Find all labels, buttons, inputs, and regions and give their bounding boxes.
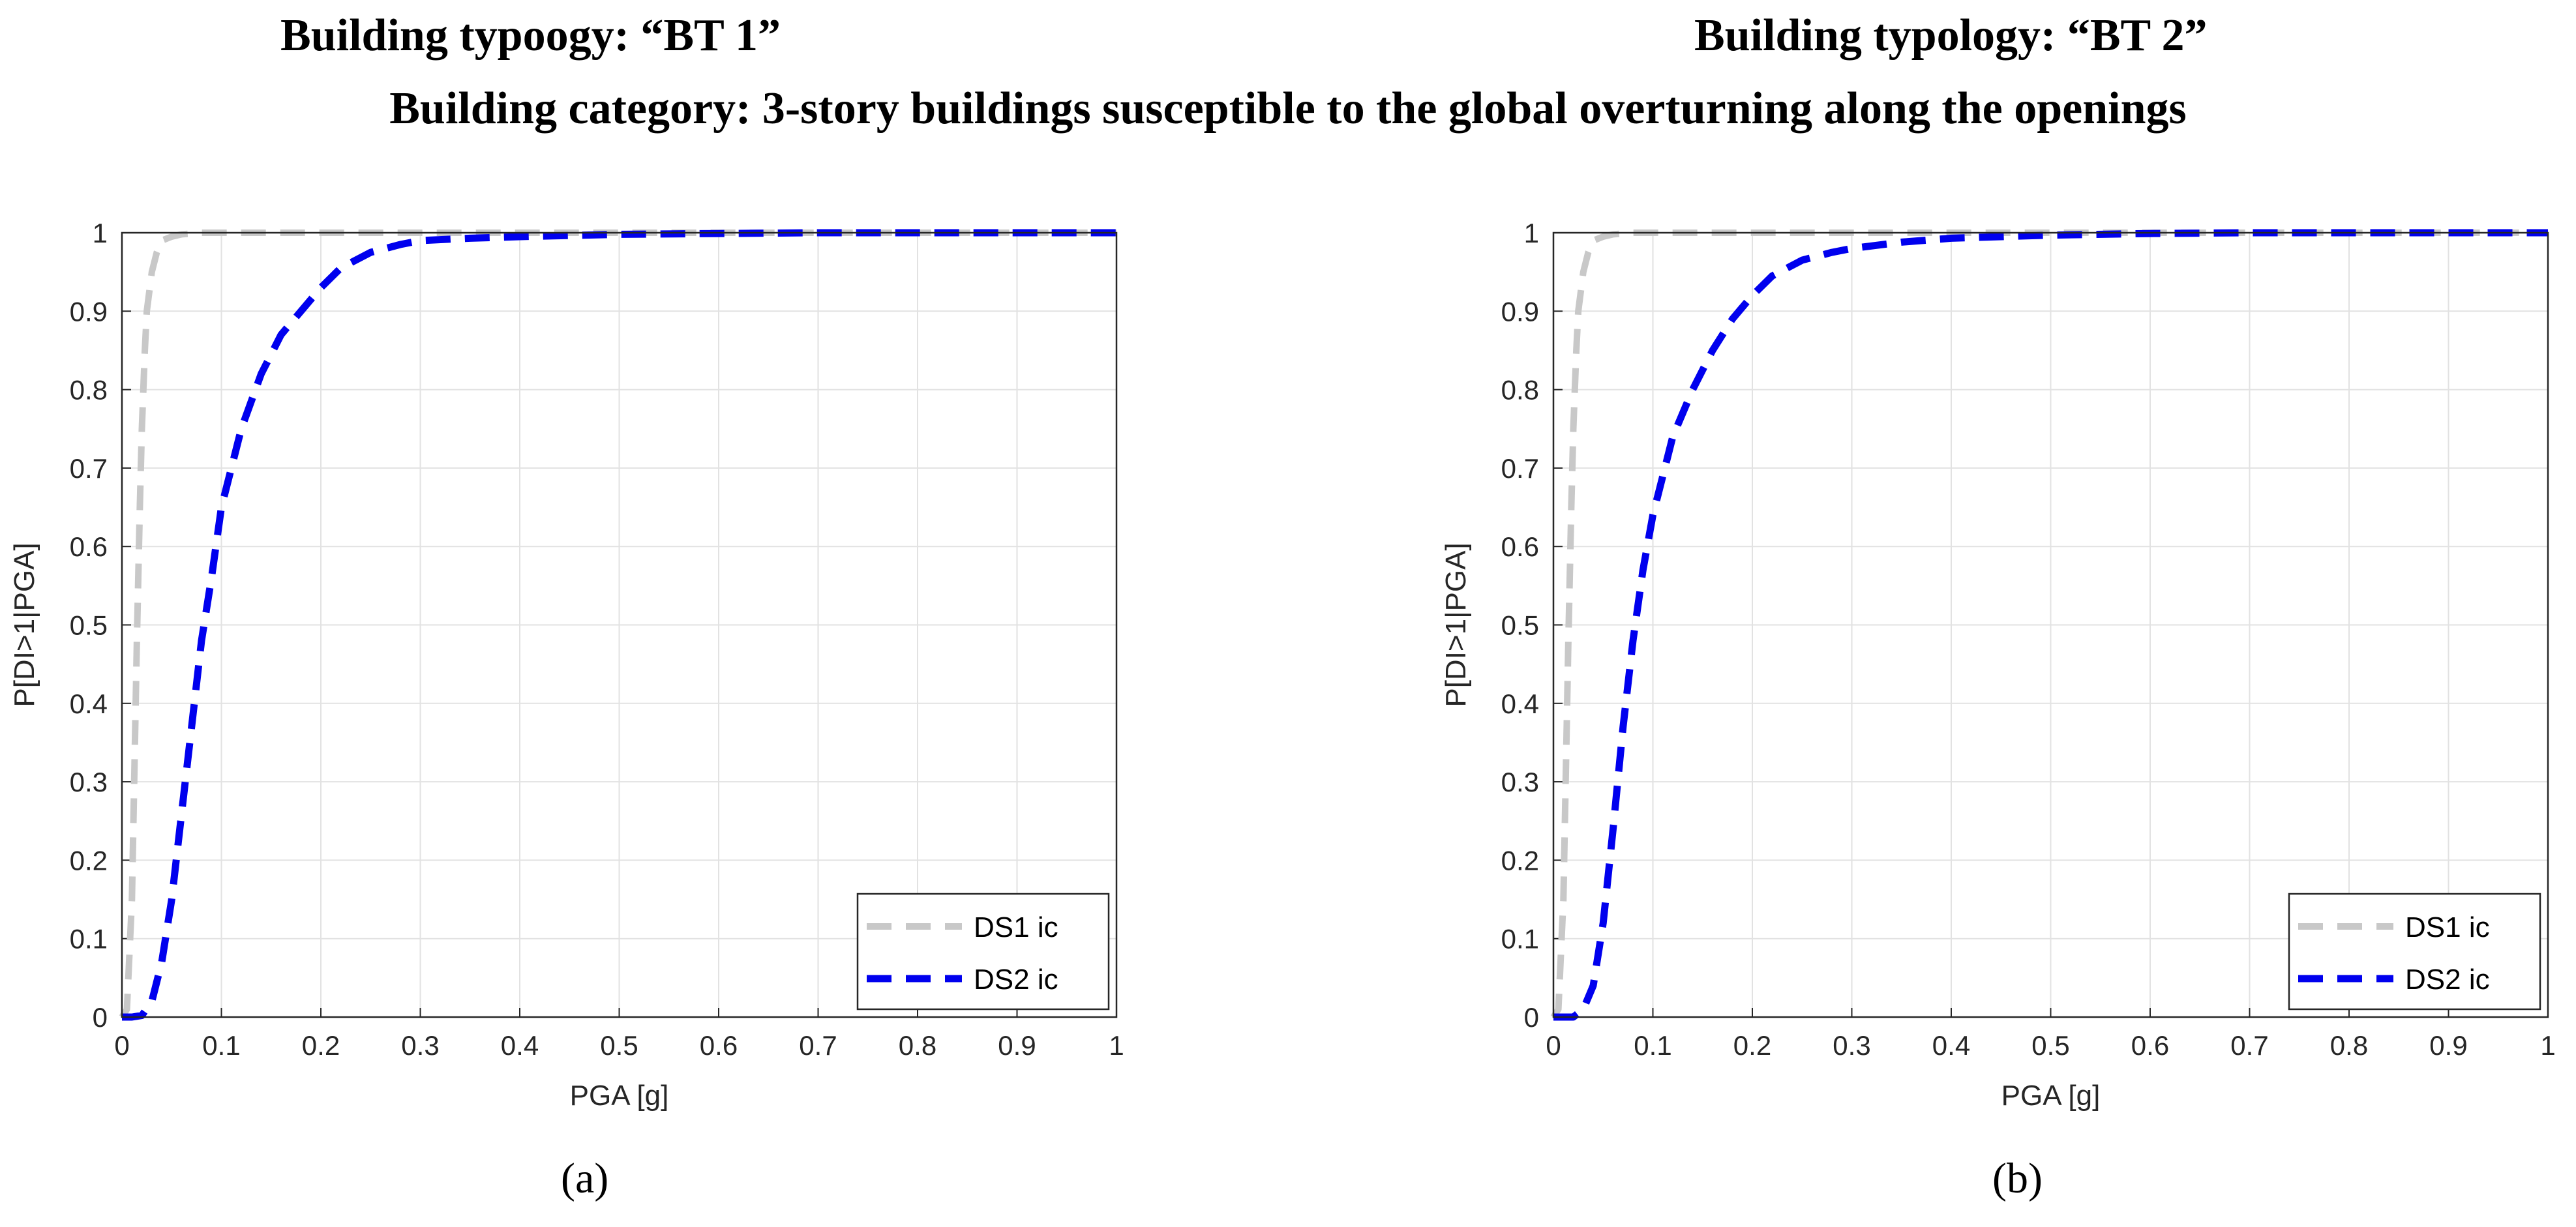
y-tick-label: 0.7: [1501, 453, 1539, 484]
y-tick-label: 0.8: [1501, 375, 1539, 406]
y-tick-label: 0.9: [1501, 296, 1539, 327]
legend-label-2: DS2 ic: [974, 964, 1058, 996]
y-tick-label: 0.5: [70, 610, 108, 641]
x-tick-label: 0: [114, 1030, 129, 1061]
x-tick-label: 0.9: [998, 1030, 1036, 1061]
x-tick-label: 0.6: [2131, 1030, 2169, 1061]
y-tick-label: 0.4: [70, 688, 108, 719]
x-tick-label: 0.5: [600, 1030, 638, 1061]
y-tick-label: 0.7: [70, 453, 108, 484]
y-tick-label: 0.2: [70, 845, 108, 876]
x-tick-label: 0.9: [2429, 1030, 2467, 1061]
x-tick-label: 0.6: [700, 1030, 738, 1061]
series-line-2: [122, 229, 1116, 1021]
axes-frame: [121, 231, 1118, 1018]
legend-label-1: DS1 ic: [974, 911, 1058, 943]
legend-box: [856, 893, 1110, 1011]
y-tick-label: 0: [1524, 1002, 1539, 1033]
x-tick-label: 0.5: [2031, 1030, 2069, 1061]
x-tick-label: 0.8: [2330, 1030, 2368, 1061]
x-tick-label: 0.3: [401, 1030, 439, 1061]
y-tick-label: 0.9: [70, 296, 108, 327]
x-tick-label: 0.8: [899, 1030, 936, 1061]
typology-title-left: Building typoogy: “BT 1”: [280, 10, 781, 61]
legend-label-1: DS1 ic: [2405, 911, 2490, 943]
panel-label-a: (a): [561, 1155, 609, 1202]
y-tick-label: 0.6: [70, 531, 108, 562]
legend-label-2: DS2 ic: [2405, 964, 2490, 996]
legend: DS1 ic DS2 ic: [856, 893, 1110, 1011]
y-tick-label: 1: [1524, 218, 1539, 248]
y-tick-label: 0.6: [1501, 531, 1539, 562]
x-tick-label: 0.2: [1733, 1030, 1771, 1061]
x-tick-label: 0.2: [302, 1030, 340, 1061]
x-tick-label: 0.3: [1833, 1030, 1870, 1061]
y-tick-label: 0.1: [70, 924, 108, 954]
y-tick-label: 0.3: [70, 767, 108, 797]
y-tick-label: 0.8: [70, 375, 108, 406]
y-tick-label: 0.4: [1501, 688, 1539, 719]
y-tick-label: 0.5: [1501, 610, 1539, 641]
x-tick-label: 0.4: [1932, 1030, 1970, 1061]
legend-box: [2288, 893, 2541, 1011]
y-axis-label: P[DI>1|PGA]: [8, 542, 40, 707]
y-tick-label: 0.2: [1501, 845, 1539, 876]
x-axis-label: PGA [g]: [2001, 1080, 2101, 1112]
panel-label-b: (b): [1992, 1155, 2043, 1202]
y-tick-label: 1: [93, 218, 108, 248]
x-tick-label: 1: [1109, 1030, 1124, 1061]
x-tick-label: 0.1: [202, 1030, 240, 1061]
x-tick-label: 0.1: [1634, 1030, 1671, 1061]
axes-frame: [1552, 231, 2549, 1018]
fragility-chart-b: 0 0.1 0.2 0.3 0.4 0.5 0.6 0.7 0.8 0.9 1 0 0.1 0.2 0.3 0…: [1440, 218, 2556, 1112]
y-axis-label: P[DI>1|PGA]: [1440, 542, 1472, 707]
typology-title-right: Building typology: “BT 2”: [1694, 10, 2208, 61]
x-axis-label: PGA [g]: [570, 1080, 669, 1112]
fragility-chart-a: 0 0.1 0.2 0.3 0.4 0.5 0.6 0.7 0.8 0.9 1 0 0.1 0.2 0.3 0…: [8, 218, 1124, 1112]
series-line-1: [119, 229, 1116, 1019]
x-tick-label: 1: [2540, 1030, 2555, 1061]
y-tick-label: 0.1: [1501, 924, 1539, 954]
x-tick-label: 0: [1546, 1030, 1561, 1061]
series-line-2: [1553, 229, 2548, 1021]
legend: DS1 ic DS2 ic: [2288, 893, 2541, 1011]
y-tick-label: 0: [93, 1002, 108, 1033]
x-tick-label: 0.7: [2230, 1030, 2268, 1061]
series-line-1: [1550, 229, 2548, 1019]
x-tick-label: 0.4: [501, 1030, 539, 1061]
building-category-title: Building category: 3-story buildings sus…: [389, 83, 2187, 134]
y-tick-label: 0.3: [1501, 767, 1539, 797]
x-tick-label: 0.7: [799, 1030, 837, 1061]
